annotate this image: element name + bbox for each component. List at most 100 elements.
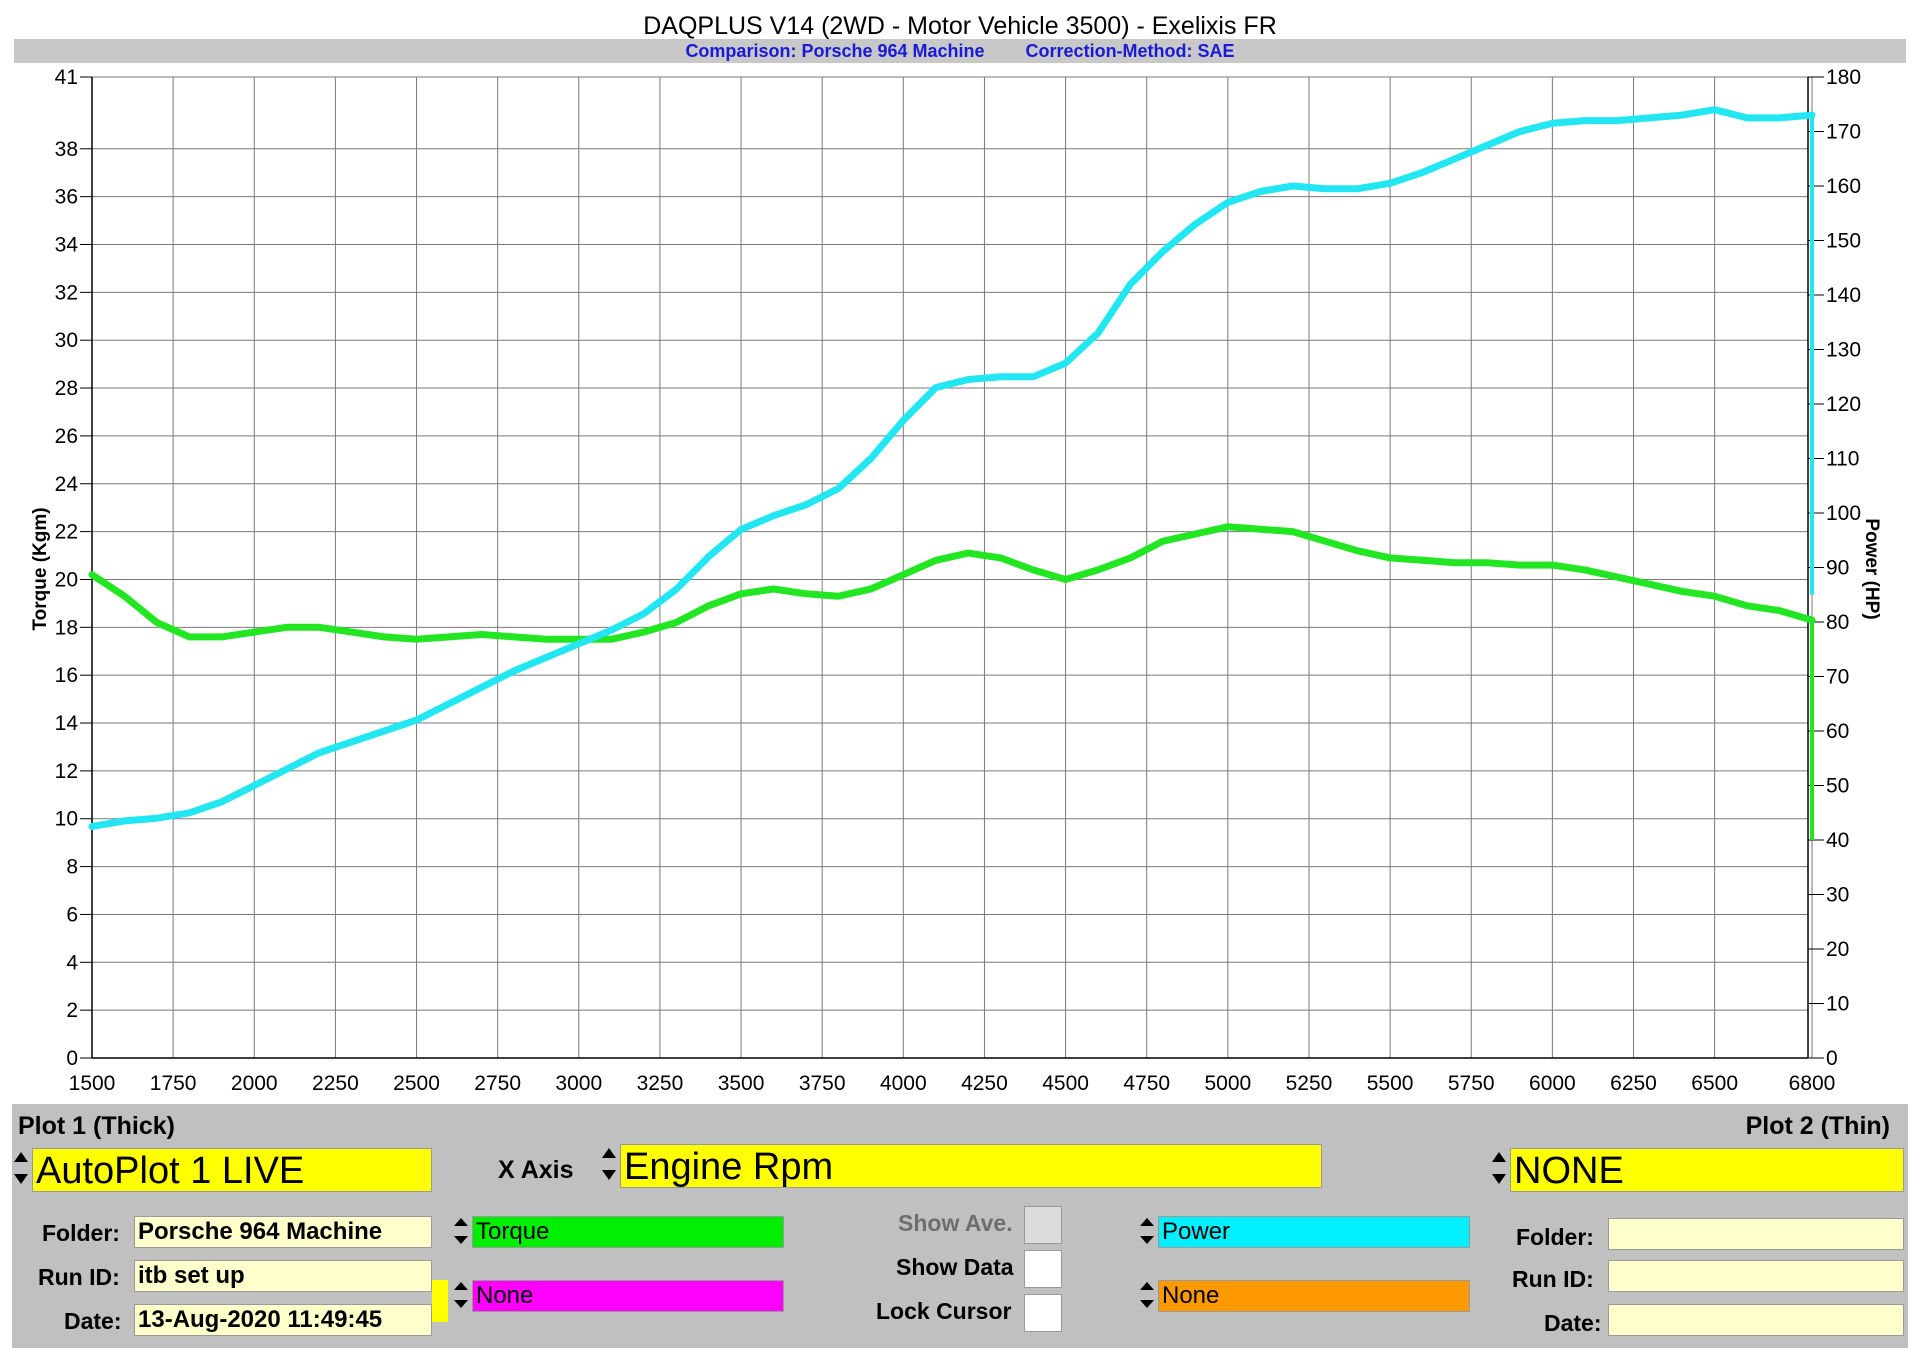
y-left-tick-label: 34	[55, 233, 79, 256]
x-tick-label: 4000	[880, 1072, 927, 1095]
y-left-tick-label: 30	[55, 329, 78, 352]
y-left-tick-label: 41	[55, 66, 78, 89]
plot1-folder-field[interactable]: Porsche 964 Machine	[134, 1216, 432, 1248]
y-right-tick-label: 30	[1826, 884, 1849, 907]
x-tick-label: 4500	[1042, 1072, 1089, 1095]
y-right-tick-label: 80	[1826, 611, 1849, 634]
dyno-chart[interactable]: 1500 1750 2000 2250 2500 2750 3000 3250 3500 3750…	[0, 64, 1920, 1104]
color-swatch	[432, 1280, 448, 1322]
chart-title: DAQPLUS V14 (2WD - Motor Vehicle 3500) -…	[643, 12, 1277, 40]
y-right-tick-label: 110	[1826, 448, 1859, 471]
y-right-tick-label: 140	[1826, 284, 1861, 307]
plot2-runid-field[interactable]	[1608, 1260, 1904, 1292]
y-right-tick-label: 170	[1826, 121, 1861, 144]
y-right-tick-label: 130	[1826, 339, 1861, 362]
y-left-tick-label: 8	[66, 856, 78, 879]
x-tick-label: 1750	[150, 1072, 197, 1095]
y-left-tick-label: 4	[66, 951, 78, 974]
control-panel: Plot 1 (Thick) Plot 2 (Thin) AutoPlot 1 …	[12, 1104, 1908, 1348]
x-tick-label: 6500	[1691, 1072, 1738, 1095]
y-right-tick-label: 20	[1826, 938, 1849, 961]
plot1-date-label: Date:	[64, 1308, 122, 1334]
axes: 1500 1750 2000 2250 2500 2750 3000 3250 3500 3750…	[55, 66, 1861, 1095]
x-axis-label: X Axis	[498, 1156, 574, 1184]
plot2-select[interactable]: NONE	[1510, 1148, 1904, 1192]
y-left-tick-label: 10	[55, 808, 78, 831]
x-tick-label: 3500	[718, 1072, 765, 1095]
x-tick-label: 6800	[1789, 1072, 1836, 1095]
plot1-spinner[interactable]	[12, 1148, 30, 1188]
plot2-runid-label: Run ID:	[1512, 1266, 1594, 1292]
x-axis-spinner[interactable]	[600, 1144, 618, 1184]
x-tick-label: 5000	[1204, 1072, 1251, 1095]
plot2-folder-label: Folder:	[1516, 1224, 1594, 1250]
left-channel1-spinner[interactable]	[452, 1216, 470, 1246]
x-axis-select[interactable]: Engine Rpm	[620, 1144, 1322, 1188]
left-channel1-select[interactable]: Torque	[472, 1216, 784, 1248]
series-torque-line	[88, 523, 1816, 643]
y-right-tick-label: 50	[1826, 775, 1849, 798]
plot2-date-field[interactable]	[1608, 1304, 1904, 1336]
plot1-runid-field[interactable]: itb set up	[134, 1260, 432, 1292]
y-left-tick-label: 38	[55, 138, 78, 161]
plot1-folder-label: Folder:	[42, 1220, 120, 1246]
right-channel1-spinner[interactable]	[1138, 1216, 1156, 1246]
y-left-tick-label: 12	[55, 760, 78, 783]
x-tick-label: 6000	[1529, 1072, 1576, 1095]
x-tick-label: 2250	[312, 1072, 359, 1095]
y-axis-left-label: Torque (Kgm)	[30, 507, 51, 630]
y-left-tick-label: 26	[55, 425, 78, 448]
y-right-tick-label: 150	[1826, 230, 1861, 253]
show-data-label: Show Data	[896, 1254, 1014, 1280]
right-channel1-select[interactable]: Power	[1158, 1216, 1470, 1248]
right-channel2-spinner[interactable]	[1138, 1280, 1156, 1310]
y-left-tick-label: 2	[66, 999, 78, 1022]
x-tick-label: 3750	[799, 1072, 846, 1095]
plot1-select[interactable]: AutoPlot 1 LIVE	[32, 1148, 432, 1192]
y-left-tick-label: 0	[66, 1047, 78, 1070]
plot1-runid-label: Run ID:	[38, 1264, 120, 1290]
series-power-line	[88, 106, 1816, 830]
x-tick-label: 3250	[637, 1072, 684, 1095]
y-right-tick-label: 10	[1826, 993, 1849, 1016]
y-right-tick-label: 40	[1826, 829, 1849, 852]
correction-label: Correction-Method: SAE	[1025, 41, 1235, 61]
y-right-tick-label: 70	[1826, 666, 1849, 689]
y-right-tick-label: 90	[1826, 557, 1849, 580]
x-tick-label: 2500	[393, 1072, 440, 1095]
x-tick-label: 1500	[69, 1072, 116, 1095]
plot2-date-label: Date:	[1544, 1310, 1602, 1336]
show-data-checkbox[interactable]	[1024, 1250, 1062, 1288]
x-tick-label: 5250	[1286, 1072, 1333, 1095]
x-tick-label: 4250	[961, 1072, 1008, 1095]
x-tick-label: 2750	[474, 1072, 521, 1095]
x-tick-label: 5750	[1448, 1072, 1495, 1095]
plot1-title: Plot 1 (Thick)	[18, 1112, 175, 1140]
y-right-tick-label: 0	[1826, 1047, 1838, 1070]
y-left-tick-label: 28	[55, 377, 78, 400]
y-left-tick-label: 6	[66, 903, 78, 926]
left-channel2-select[interactable]: None	[472, 1280, 784, 1312]
plot2-spinner[interactable]	[1490, 1148, 1508, 1188]
x-tick-label: 4750	[1123, 1072, 1170, 1095]
y-left-tick-label: 16	[55, 664, 78, 687]
x-tick-label: 6250	[1610, 1072, 1657, 1095]
plot2-folder-field[interactable]	[1608, 1218, 1904, 1250]
right-channel2-select[interactable]: None	[1158, 1280, 1470, 1312]
series-lines	[88, 106, 1816, 840]
y-left-tick-label: 36	[55, 186, 78, 209]
y-left-tick-label: 24	[55, 473, 79, 496]
y-right-tick-label: 180	[1826, 66, 1861, 89]
plot1-date-field[interactable]: 13-Aug-2020 11:49:45	[134, 1304, 432, 1336]
y-left-tick-label: 14	[55, 712, 79, 735]
x-tick-label: 5500	[1367, 1072, 1414, 1095]
show-ave-checkbox[interactable]	[1024, 1206, 1062, 1244]
comparison-label: Comparison: Porsche 964 Machine	[685, 41, 985, 61]
lock-cursor-label: Lock Cursor	[876, 1298, 1012, 1324]
lock-cursor-checkbox[interactable]	[1024, 1294, 1062, 1332]
y-axis-right-label: Power (HP)	[1861, 518, 1882, 619]
show-ave-label: Show Ave.	[898, 1210, 1013, 1236]
left-channel2-spinner[interactable]	[452, 1280, 470, 1310]
y-right-tick-label: 120	[1826, 393, 1861, 416]
y-right-tick-label: 160	[1826, 175, 1861, 198]
